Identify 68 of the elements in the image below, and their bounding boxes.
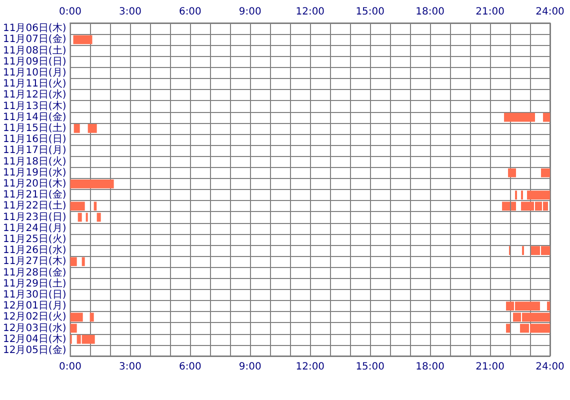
y-tick-label: 11月11日(火) <box>2 78 66 90</box>
bar <box>543 112 550 122</box>
y-tick-label: 11月25日(火) <box>2 232 66 245</box>
x-tick-label: 18:00 <box>416 362 444 372</box>
bar <box>70 312 83 322</box>
bar <box>527 190 550 200</box>
y-tick-label: 11月30日(日) <box>2 289 66 300</box>
y-tick-label: 11月24日(月) <box>2 222 66 234</box>
bar <box>508 168 516 178</box>
bar <box>73 35 92 44</box>
bar <box>70 202 85 211</box>
y-tick-label: 11月29日(土) <box>2 277 66 290</box>
x-tick-label: 3:00 <box>118 362 142 372</box>
bar <box>70 324 77 333</box>
y-tick-label: 11月19日(水) <box>2 166 66 178</box>
y-tick-label: 12月02日(火) <box>2 310 66 323</box>
x2-tick-label: 15:00 <box>356 6 385 18</box>
y-tick-label: 11月27日(木) <box>2 255 66 268</box>
y-tick-label: 12月03日(水) <box>2 322 66 334</box>
bar <box>74 124 80 133</box>
y-tick-label: 11月20日(木) <box>2 177 66 190</box>
x-tick-label: 9:00 <box>238 362 262 372</box>
y-tick-label: 12月04日(木) <box>2 332 66 345</box>
x2-tick-label: 18:00 <box>416 6 444 18</box>
y-tick-label: 11月15日(土) <box>2 122 66 134</box>
bar <box>94 202 97 211</box>
y-tick-label: 11月18日(火) <box>2 155 66 168</box>
bar <box>547 302 550 310</box>
x-tick-label: 24:00 <box>536 362 564 372</box>
bar <box>70 257 77 266</box>
y-tick-label: 12月01日(月) <box>2 300 66 312</box>
x2-tick-label: 21:00 <box>476 6 504 18</box>
bar <box>82 257 85 266</box>
bar <box>70 180 114 188</box>
y-tick-label: 11月22日(土) <box>2 200 66 212</box>
y-tick-label: 11月16日(日) <box>2 134 66 146</box>
x-tick-label: 15:00 <box>356 362 385 372</box>
x2-tick-label: 0:00 <box>59 6 82 18</box>
x2-tick-label: 3:00 <box>118 6 142 18</box>
y-tick-label: 11月10日(月) <box>2 67 66 78</box>
y-tick-label: 11月12日(水) <box>2 88 66 101</box>
x-tick-label: 12:00 <box>296 362 325 372</box>
y-tick-label: 11月26日(水) <box>2 244 66 256</box>
x2-tick-label: 9:00 <box>238 6 262 18</box>
y-tick-label: 11月08日(土) <box>2 44 66 56</box>
y-tick-label: 11月07日(金) <box>2 33 66 46</box>
bar <box>96 212 101 222</box>
bar <box>88 124 97 133</box>
x2-tick-label: 6:00 <box>178 6 202 18</box>
x2-tick-label: 24:00 <box>536 6 564 18</box>
bar <box>506 324 510 333</box>
bar <box>541 168 550 178</box>
y-tick-label: 11月17日(月) <box>2 145 66 156</box>
x-tick-label: 6:00 <box>178 362 202 372</box>
x-tick-label: 21:00 <box>476 362 504 372</box>
x-tick-label: 0:00 <box>59 362 82 372</box>
y-tick-label: 12月05日(金) <box>2 344 66 356</box>
y-tick-label: 11月23日(日) <box>2 212 66 223</box>
y-tick-label: 11月09日(日) <box>2 56 66 68</box>
y-tick-label: 11月14日(金) <box>2 110 66 123</box>
x2-tick-label: 12:00 <box>296 6 325 18</box>
bar <box>90 312 94 322</box>
bar <box>504 112 536 122</box>
y-tick-label: 11月06日(木) <box>2 22 66 34</box>
bar <box>78 212 82 222</box>
y-tick-label: 11月28日(金) <box>2 266 66 278</box>
y-tick-label: 11月21日(金) <box>2 188 66 201</box>
y-tick-label: 11月13日(木) <box>2 100 66 112</box>
